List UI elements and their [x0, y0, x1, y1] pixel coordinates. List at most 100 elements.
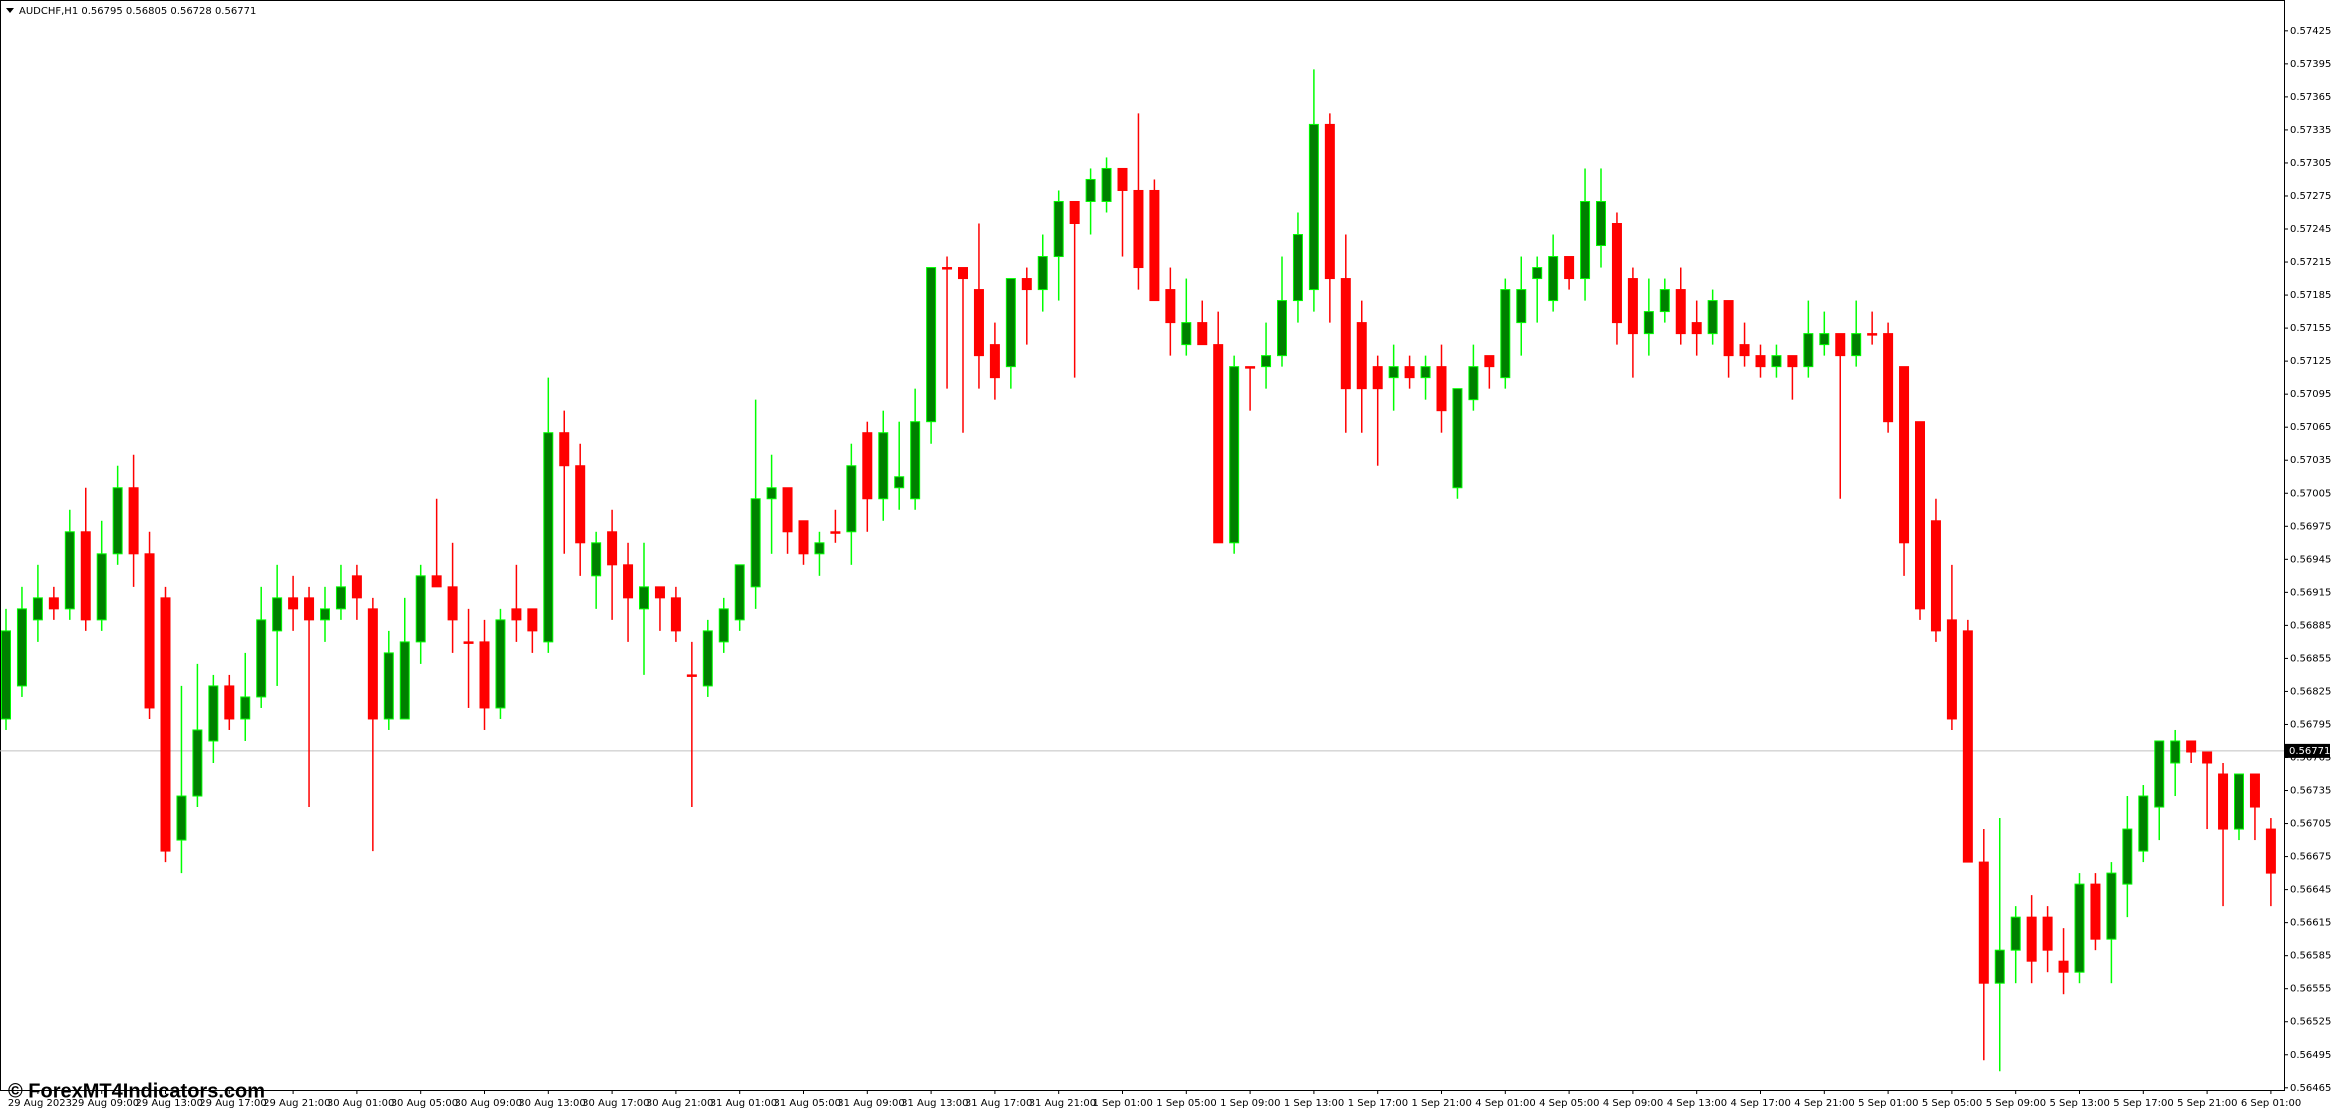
- y-tick-label: 0.56915: [2290, 587, 2331, 598]
- x-tick-label: 31 Aug 17:00: [965, 1098, 1032, 1109]
- candle-body: [2106, 872, 2117, 940]
- x-tick-label: 5 Sep 17:00: [2113, 1098, 2173, 1109]
- candle-body: [1436, 366, 1447, 412]
- candle-body: [32, 597, 43, 621]
- candle-body: [304, 597, 315, 621]
- x-tick-label: 29 Aug 17:00: [199, 1098, 266, 1109]
- candle-body: [782, 487, 793, 533]
- x-tick-label: 1 Sep 05:00: [1156, 1098, 1216, 1109]
- y-tick-label: 0.57215: [2290, 257, 2331, 268]
- y-tick-label: 0.57155: [2290, 323, 2331, 334]
- candle-body: [1596, 200, 1606, 247]
- candle-body: [1930, 520, 1941, 632]
- candle-body: [798, 520, 809, 555]
- y-tick-label: 0.57365: [2290, 92, 2331, 103]
- candle-body: [718, 608, 729, 643]
- candle-body: [2090, 883, 2101, 940]
- x-tick-label: 1 Sep 21:00: [1412, 1098, 1472, 1109]
- candle-body: [1771, 355, 1782, 368]
- candle-body: [1277, 300, 1287, 357]
- candle-body: [2074, 883, 2085, 973]
- candle-body: [415, 575, 426, 643]
- candle-body: [383, 652, 394, 720]
- y-tick-label: 0.57425: [2290, 26, 2331, 37]
- candle-body: [144, 553, 155, 709]
- y-tick-label: 0.56855: [2290, 653, 2331, 664]
- candle-body: [894, 476, 905, 489]
- y-tick-label: 0.57185: [2290, 290, 2331, 301]
- candle-body: [48, 597, 59, 610]
- candle-body: [1516, 289, 1527, 324]
- y-tick-label: 0.57095: [2290, 389, 2331, 400]
- candle-body: [367, 608, 378, 720]
- candle-body: [256, 619, 267, 698]
- x-tick-label: 30 Aug 21:00: [646, 1098, 713, 1109]
- candle-body: [1245, 366, 1256, 369]
- y-tick-label: 0.57245: [2290, 224, 2331, 235]
- x-tick-label: 1 Sep 13:00: [1284, 1098, 1344, 1109]
- candle-body: [1962, 630, 1973, 863]
- x-tick-label: 29 Aug 21:00: [263, 1098, 330, 1109]
- candle-body: [1532, 267, 1543, 280]
- candle-body: [942, 267, 953, 270]
- y-tick-label: 0.56585: [2290, 951, 2331, 962]
- y-tick-label: 0.56885: [2290, 620, 2331, 631]
- candle-body: [1037, 256, 1048, 291]
- x-tick-label: 30 Aug 05:00: [391, 1098, 458, 1109]
- candle-body: [1611, 223, 1622, 324]
- candle-body: [479, 641, 490, 709]
- y-tick-label: 0.57305: [2290, 158, 2331, 169]
- candle-body: [734, 564, 745, 621]
- x-tick-label: 1 Sep 09:00: [1220, 1098, 1280, 1109]
- candle-body: [846, 465, 857, 533]
- candle-body: [1213, 344, 1224, 544]
- candle-body: [2042, 916, 2053, 951]
- candle-body: [1707, 300, 1718, 335]
- x-tick-label: 31 Aug 13:00: [901, 1098, 968, 1109]
- candle-body: [1946, 619, 1957, 720]
- x-tick-label: 5 Sep 13:00: [2050, 1098, 2110, 1109]
- x-tick-label: 4 Sep 01:00: [1475, 1098, 1535, 1109]
- candle-body: [1149, 189, 1160, 302]
- price-label: 0.56771: [2289, 746, 2330, 757]
- candle-body: [2026, 916, 2037, 962]
- x-tick-label: 4 Sep 13:00: [1667, 1098, 1727, 1109]
- candle-body: [926, 267, 937, 423]
- candle-body: [2265, 828, 2276, 874]
- candle-body: [1468, 366, 1479, 401]
- candle-body: [447, 586, 458, 621]
- y-tick-label: 0.56615: [2290, 918, 2331, 929]
- candle-body: [431, 575, 442, 588]
- y-tick-label: 0.57065: [2290, 422, 2331, 433]
- y-tick-label: 0.56945: [2290, 554, 2331, 565]
- y-tick-label: 0.56975: [2290, 521, 2331, 532]
- y-tick-label: 0.56465: [2290, 1083, 2331, 1094]
- candle-body: [1308, 123, 1319, 291]
- y-tick-label: 0.56525: [2290, 1017, 2331, 1028]
- candle-body: [1691, 322, 1702, 335]
- plot-frame: [0, 0, 2285, 1091]
- y-tick-label: 0.56555: [2290, 984, 2331, 995]
- candle-body: [495, 619, 506, 709]
- menu-arrow: [6, 8, 14, 13]
- candle-body: [176, 795, 187, 841]
- candle-body: [320, 608, 330, 621]
- candle-body: [96, 553, 107, 621]
- candle-body: [878, 432, 889, 500]
- y-tick-label: 0.56825: [2290, 686, 2331, 697]
- candle-body: [2138, 795, 2149, 852]
- x-tick-label: 5 Sep 09:00: [1986, 1098, 2046, 1109]
- candle-body: [1133, 189, 1144, 269]
- candle-body: [399, 641, 410, 720]
- candle-body: [288, 597, 299, 610]
- candle-body: [1548, 256, 1559, 302]
- candle-body: [80, 531, 91, 621]
- chart-title: AUDCHF,H1 0.56795 0.56805 0.56728 0.5677…: [19, 6, 256, 17]
- candle-body: [830, 531, 841, 534]
- candle-body: [670, 597, 681, 632]
- candle-body: [575, 465, 586, 544]
- candle-body: [1899, 366, 1910, 544]
- x-tick-label: 30 Aug 17:00: [582, 1098, 649, 1109]
- candle-body: [1915, 421, 1925, 610]
- y-tick-label: 0.57335: [2290, 125, 2331, 136]
